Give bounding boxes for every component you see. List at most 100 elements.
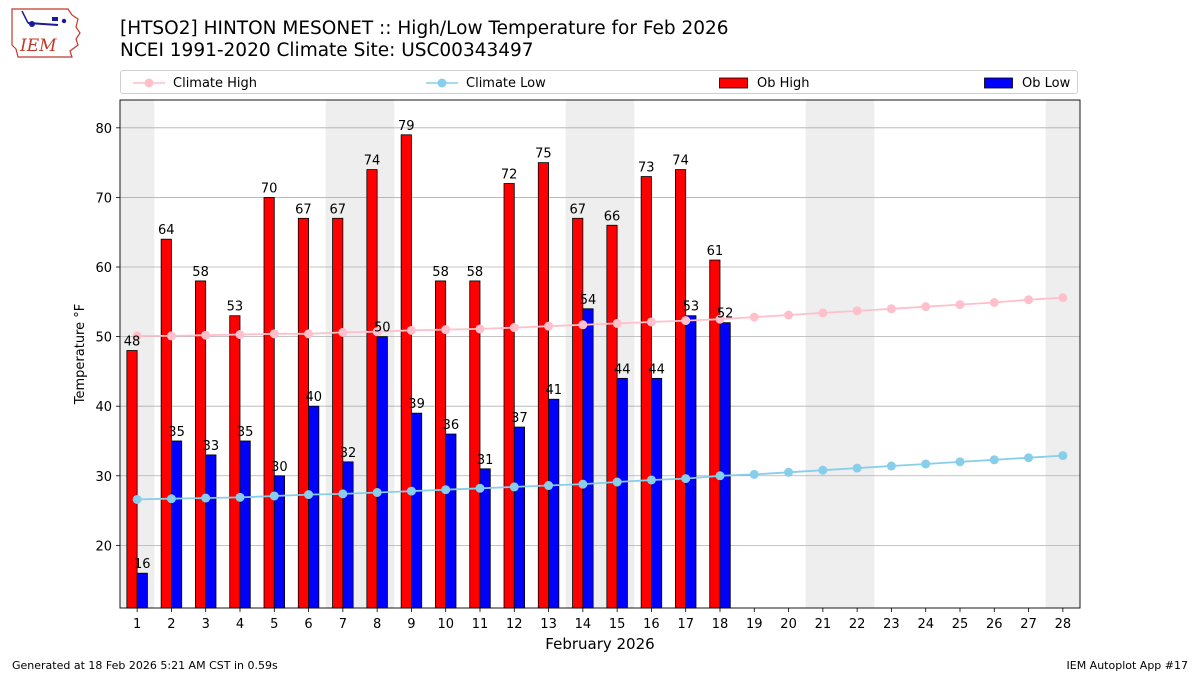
x-tick-label-14: 14	[575, 617, 592, 632]
x-tick-label-20: 20	[780, 617, 797, 632]
legend-climate-low-label: Climate Low	[466, 75, 546, 91]
climate-low-point-1	[132, 494, 142, 504]
legend-ob-low-swatch	[984, 77, 1013, 89]
climate-high-point-24	[921, 302, 931, 312]
x-tick-label-8: 8	[373, 617, 381, 632]
climate-low-point-25	[955, 457, 965, 467]
logo-text: IEM	[19, 36, 57, 56]
climate-low-point-2	[166, 494, 176, 504]
ob-high-bar-14	[572, 217, 584, 609]
legend-climate-high: Climate High	[133, 71, 257, 95]
y-tick-label-30: 30	[95, 470, 112, 485]
ob-low-label-2: 35	[168, 425, 185, 440]
climate-high-point-13	[544, 321, 554, 331]
ob-low-bar-10	[445, 433, 457, 609]
ob-low-bar-1	[136, 572, 148, 609]
ob-low-bar-3	[205, 454, 217, 609]
climate-high-point-26	[989, 298, 999, 308]
ob-low-label-17: 53	[683, 300, 700, 315]
climate-high-point-9	[406, 325, 416, 335]
climate-high-point-20	[784, 310, 794, 320]
climate-high-point-2	[166, 331, 176, 341]
ob-low-label-11: 31	[477, 453, 494, 468]
ob-low-label-9: 39	[408, 397, 425, 412]
climate-high-point-28	[1058, 293, 1068, 303]
ob-high-label-13: 75	[535, 147, 552, 162]
climate-high-point-8	[372, 327, 382, 337]
x-tick-label-16: 16	[643, 617, 660, 632]
ob-high-bar-5	[263, 197, 275, 609]
x-tick-label-9: 9	[407, 617, 415, 632]
climate-low-point-13	[544, 481, 554, 491]
y-tick-label-70: 70	[95, 191, 112, 206]
ob-low-bar-12	[513, 426, 525, 609]
ob-high-label-14: 67	[569, 202, 586, 217]
climate-low-point-15	[612, 477, 622, 487]
ob-low-bar-14	[582, 308, 594, 609]
legend-climate-low-swatch	[426, 78, 458, 88]
climate-low-point-18	[715, 471, 725, 481]
ob-low-label-14: 54	[580, 293, 597, 308]
x-tick-label-13: 13	[540, 617, 557, 632]
x-tick-label-1: 1	[133, 617, 141, 632]
footer-generated: Generated at 18 Feb 2026 5:21 AM CST in …	[12, 659, 278, 672]
ob-low-bar-9	[411, 412, 423, 609]
ob-high-label-16: 73	[638, 161, 655, 176]
climate-high-point-14	[578, 320, 588, 330]
legend-ob-high-label: Ob High	[757, 75, 810, 91]
x-tick-label-27: 27	[1020, 617, 1037, 632]
ob-low-label-10: 36	[443, 418, 460, 433]
ob-low-bar-8	[376, 336, 388, 609]
legend-ob-high-swatch	[719, 77, 748, 89]
climate-low-point-19	[749, 469, 759, 479]
legend-climate-high-swatch	[133, 78, 165, 88]
ob-high-label-6: 67	[295, 202, 312, 217]
ob-low-label-3: 33	[203, 439, 220, 454]
x-tick-label-24: 24	[917, 617, 934, 632]
ob-low-bar-2	[171, 440, 183, 609]
x-tick-label-28: 28	[1055, 617, 1072, 632]
ob-high-bar-6	[297, 217, 309, 609]
ob-low-bar-17	[685, 315, 697, 609]
climate-high-point-6	[304, 329, 314, 339]
shaded-day-28	[1045, 100, 1080, 608]
climate-low-point-7	[338, 489, 348, 499]
x-tick-label-6: 6	[304, 617, 312, 632]
legend-climate-low: Climate Low	[426, 71, 546, 95]
x-tick-label-7: 7	[339, 617, 347, 632]
ob-high-bar-2	[160, 238, 172, 609]
ob-high-label-17: 74	[672, 154, 689, 169]
climate-high-point-15	[612, 318, 622, 328]
climate-low-point-5	[269, 491, 279, 501]
x-axis-label: February 2026	[545, 635, 654, 653]
climate-high-point-4	[235, 330, 245, 340]
x-tick-label-26: 26	[986, 617, 1003, 632]
climate-high-point-12	[509, 323, 519, 333]
climate-high-point-3	[201, 330, 211, 340]
climate-low-point-14	[578, 479, 588, 489]
legend: Climate High Climate Low Ob High Ob Low	[120, 70, 1078, 94]
ob-high-label-8: 74	[364, 154, 381, 169]
ob-high-bar-8	[366, 169, 378, 609]
ob-high-label-10: 58	[432, 265, 449, 280]
climate-low-point-12	[509, 482, 519, 492]
climate-high-point-25	[955, 300, 965, 310]
ob-low-label-6: 40	[305, 390, 322, 405]
shaded-day-22	[840, 100, 875, 608]
x-tick-label-22: 22	[849, 617, 866, 632]
climate-high-point-11	[475, 324, 485, 334]
ob-low-bar-18	[719, 322, 731, 609]
climate-low-point-6	[304, 490, 314, 500]
x-tick-label-21: 21	[815, 617, 832, 632]
climate-high-line	[137, 296, 1063, 337]
x-tick-label-25: 25	[952, 617, 969, 632]
ob-high-bar-7	[332, 217, 344, 609]
ob-low-label-13: 41	[545, 383, 562, 398]
ob-high-bar-15	[606, 224, 618, 609]
climate-low-point-22	[852, 463, 862, 473]
y-tick-label-20: 20	[95, 539, 112, 554]
climate-high-point-5	[269, 329, 279, 339]
climate-low-point-17	[681, 474, 691, 484]
ob-low-label-7: 32	[340, 446, 357, 461]
